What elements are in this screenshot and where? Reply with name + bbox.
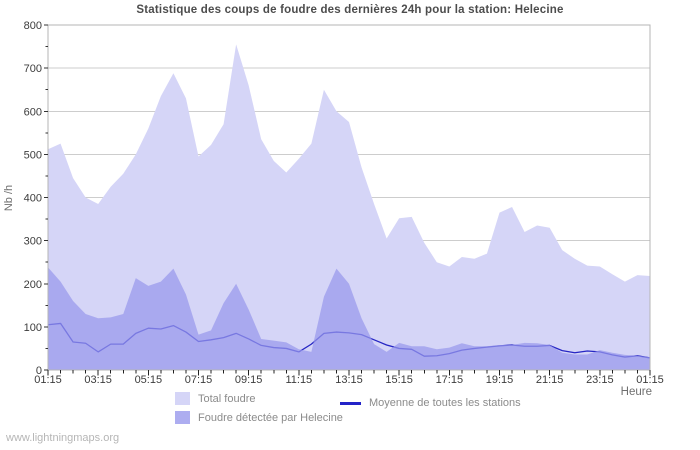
- x-tick-label: 11:15: [285, 374, 312, 386]
- x-tick-label: 07:15: [185, 374, 213, 386]
- foudre-helecine-swatch-icon: [175, 411, 190, 424]
- y-axis-title: Nb /h: [3, 185, 15, 211]
- x-tick-label: 17:15: [436, 374, 464, 386]
- x-axis-title: Heure: [620, 386, 652, 398]
- legend-label-foudre-helecine: Foudre détectée par Helecine: [198, 411, 343, 424]
- legend-item-total-foudre: Total foudre: [175, 392, 255, 405]
- x-tick-label: 05:15: [135, 374, 163, 386]
- total-foudre-swatch-icon: [175, 392, 190, 405]
- legend-item-moyenne: Moyenne de toutes les stations: [340, 397, 521, 409]
- x-tick-label: 15:15: [385, 374, 413, 386]
- y-tick-label: 100: [24, 322, 42, 334]
- x-axis-ticks: [47, 370, 651, 376]
- x-tick-label: 19:15: [486, 374, 514, 386]
- series-area-1: [48, 267, 650, 370]
- y-axis-ticks: [44, 24, 48, 371]
- y-tick-label: 300: [24, 236, 42, 248]
- y-tick-label: 800: [24, 20, 42, 32]
- x-tick-label: 03:15: [84, 374, 112, 386]
- watermark: www.lightningmaps.org: [6, 432, 120, 444]
- series-area-0: [48, 44, 650, 370]
- legend-label-moyenne: Moyenne de toutes les stations: [369, 397, 521, 409]
- moyenne-line-swatch-icon: [340, 401, 361, 405]
- x-tick-label: 01:15: [636, 374, 664, 386]
- legend-item-foudre-helecine: Foudre détectée par Helecine: [175, 411, 343, 424]
- y-tick-label: 600: [24, 106, 42, 118]
- x-tick-label: 13:15: [335, 374, 363, 386]
- y-tick-label: 700: [24, 63, 42, 75]
- y-tick-label: 500: [24, 149, 42, 161]
- legend-label-total-foudre: Total foudre: [198, 392, 256, 405]
- y-tick-label: 200: [24, 279, 42, 291]
- chart-title: Statistique des coups de foudre des dern…: [136, 4, 564, 16]
- x-tick-label: 01:15: [34, 374, 62, 386]
- y-tick-label: 0: [36, 365, 42, 377]
- x-tick-label: 23:15: [586, 374, 614, 386]
- x-tick-label: 21:15: [536, 374, 564, 386]
- y-tick-label: 400: [24, 193, 42, 205]
- x-tick-label: 09:15: [235, 374, 263, 386]
